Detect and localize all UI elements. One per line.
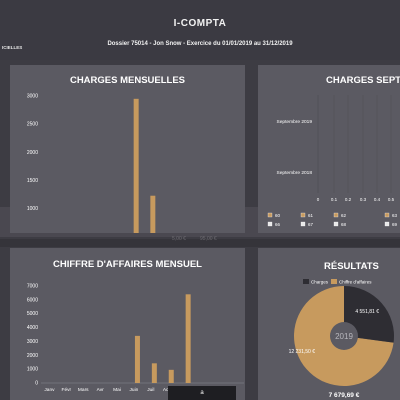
legend-checkbox <box>300 212 306 218</box>
background-value: 5,00 € <box>172 236 186 242</box>
bottom-button[interactable]: a <box>168 386 236 400</box>
background-table-band-dark <box>0 239 400 247</box>
legend-swatch-ca <box>331 279 337 284</box>
charges-mensuelles-panel: CHARGES MENSUELLES 050010001500200025003… <box>10 65 245 233</box>
legend-checkbox <box>267 221 273 227</box>
y-tick-label: 7000 <box>27 284 38 290</box>
legend-label: 60 <box>275 213 281 218</box>
legend-checkbox <box>333 221 339 227</box>
x-tick-label: 0.3 <box>360 197 367 202</box>
y-tick-label: 2500 <box>27 122 38 128</box>
x-tick-label: Mai <box>113 387 121 393</box>
x-tick-label: 0 <box>317 197 320 202</box>
bar-2019-Juil <box>151 363 157 383</box>
x-tick-label: 0.1 <box>331 197 338 202</box>
header-bar: I-COMPTA Dossier 75014 - Jon Snow - Exer… <box>0 0 400 60</box>
pie-slice-charges <box>344 286 394 343</box>
legend-checkbox <box>384 212 390 218</box>
y-tick-label: 3000 <box>27 94 38 100</box>
legend-swatch-charges <box>303 279 309 284</box>
bar-2019-Juin <box>133 98 139 233</box>
legend-label: 67 <box>308 222 314 227</box>
legend-checkbox <box>300 221 306 227</box>
panel-title: CHIFFRE D'AFFAIRES MENSUEL <box>53 259 202 270</box>
y-category-label: Septembre 2018 <box>277 170 313 176</box>
panel-title: CHARGES MENSUELLES <box>69 75 186 86</box>
x-tick-label: Juil <box>147 387 154 393</box>
x-tick-label: Mars <box>78 387 89 393</box>
chiffre-affaires-panel: CHIFFRE D'AFFAIRES MENSUEL 0 1000 2000 3000… <box>10 248 245 400</box>
y-category-label: Septembre 2019 <box>277 119 313 125</box>
charges-septembre-chart: Septembre 2019 Septembre 2018 0 0.1 0.2 0.3 0.… <box>267 95 398 227</box>
y-tick-label: 3000 <box>27 339 38 345</box>
legend-label-ca: Chiffre d'affaires <box>339 280 372 285</box>
x-tick-label: Févr <box>62 387 72 393</box>
panel-title: RÉSULTATS <box>324 261 379 272</box>
y-tick-label: 6000 <box>27 297 38 303</box>
y-tick-label: 1000 <box>27 367 38 373</box>
resultats-panel: RÉSULTATS Charges Chiffre d'affaires 2019 4… <box>258 248 400 400</box>
legend-label: 66 <box>275 222 281 227</box>
bar-2019-Sept <box>185 294 191 383</box>
legend-label: 68 <box>341 222 347 227</box>
resultats-chart: Charges Chiffre d'affaires 2019 4 551,81 € 1… <box>289 279 394 399</box>
pie-center-hole <box>330 322 358 350</box>
bar-2019-Août <box>168 369 174 383</box>
x-tick-label: Juin <box>130 387 139 393</box>
pie-center-label: 2019 <box>335 332 353 341</box>
legend-checkbox <box>333 212 339 218</box>
pie-value-charges: 4 551,81 € <box>355 309 379 315</box>
nav-item-fragment[interactable]: ICIELLES <box>2 45 23 50</box>
legend-checkbox <box>267 212 273 218</box>
charges-mensuelles-chart: 050010001500200025003000JanvFévrMarsAvrM… <box>27 94 156 233</box>
chiffre-affaires-chart: 0 1000 2000 3000 4000 5000 6000 7000 Janv Févr Mar… <box>27 284 244 393</box>
background-value: 95,00 € <box>200 236 217 242</box>
y-tick-label: 1500 <box>27 178 38 184</box>
legend-checkbox <box>384 221 390 227</box>
bar-2019-Juil <box>150 195 156 233</box>
legend-label-charges: Charges <box>311 280 329 285</box>
legend-label: 62 <box>341 213 347 218</box>
x-tick-label: Janv <box>44 387 55 393</box>
bar-2019-Juin <box>134 335 140 383</box>
panel-title: CHARGES SEPTE <box>326 75 400 86</box>
background-values: 5,00 € 95,00 € <box>0 236 400 246</box>
legend-label: 63 <box>392 213 398 218</box>
y-tick-label: 2000 <box>27 150 38 156</box>
y-tick-label: 4000 <box>27 325 38 331</box>
x-tick-label: 0.4 <box>374 197 381 202</box>
resultat-value: 7 679,69 € <box>329 392 360 399</box>
charges-septembre-panel: CHARGES SEPTE Septembre 2019 Septembre 20… <box>258 65 400 233</box>
y-tick-label: 2000 <box>27 353 38 359</box>
pie-value-ca: 12 231,50 € <box>289 349 316 355</box>
x-tick-label: Avr <box>97 387 105 393</box>
app-title: I-COMPTA <box>173 18 227 29</box>
dossier-subtitle: Dossier 75014 - Jon Snow - Exercice du 0… <box>107 41 293 47</box>
y-tick-label: 5000 <box>27 311 38 317</box>
y-tick-label: 1000 <box>27 206 38 212</box>
legend-label: 61 <box>308 213 314 218</box>
y-tick-label: 0 <box>35 381 38 387</box>
legend-label: 69 <box>392 222 398 227</box>
x-tick-label: 0.2 <box>345 197 352 202</box>
x-tick-label: 0.5 <box>388 197 395 202</box>
